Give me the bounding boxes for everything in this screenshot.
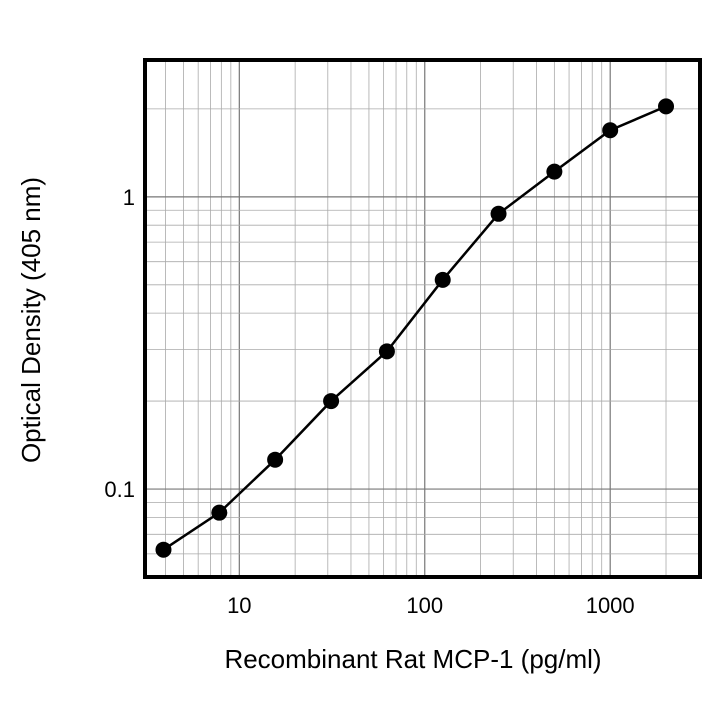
series-line [162, 105, 667, 551]
data-point [267, 451, 284, 468]
data-point [490, 205, 507, 222]
plot-frame [143, 58, 702, 579]
data-point [211, 504, 228, 521]
data-point [323, 393, 340, 410]
x-axis-title: Recombinant Rat MCP-1 (pg/ml) [224, 644, 601, 674]
x-tick-label: 100 [406, 593, 443, 618]
data-point [155, 541, 172, 558]
tick-labels: 10 100 1000 0.1 1 [104, 185, 634, 618]
y-tick-label: 1 [123, 185, 135, 210]
data-point [602, 122, 619, 139]
grid [145, 60, 700, 577]
data-point [658, 98, 675, 115]
series-line-group [162, 105, 667, 551]
x-tick-label: 1000 [586, 593, 635, 618]
data-points [155, 98, 675, 558]
data-point [378, 343, 395, 360]
x-tick-label: 10 [227, 593, 251, 618]
data-point [434, 271, 451, 288]
y-axis-title: Optical Density (405 nm) [16, 177, 46, 463]
data-point [546, 163, 563, 180]
y-tick-label: 0.1 [104, 477, 135, 502]
